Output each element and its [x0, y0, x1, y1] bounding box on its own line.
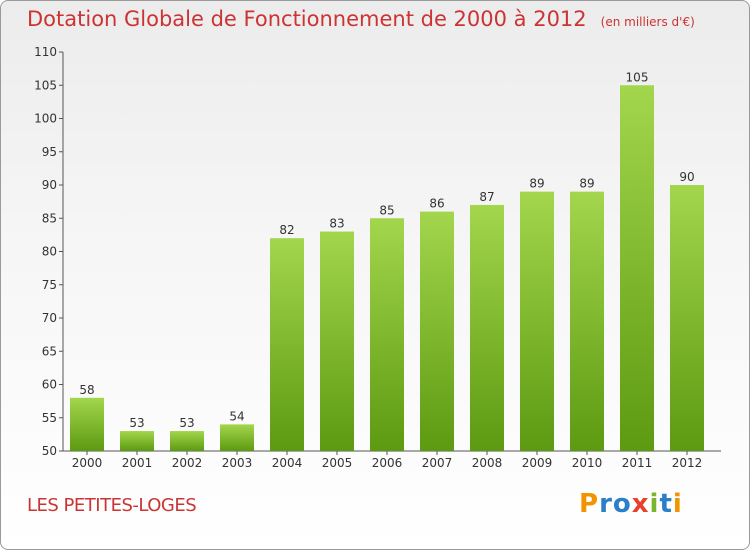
x-tick-label: 2008	[472, 456, 503, 470]
y-tick-label: 105	[34, 78, 57, 92]
bar	[570, 191, 604, 451]
bar-value-label: 58	[79, 383, 94, 397]
bar	[520, 191, 554, 451]
chart-title: Dotation Globale de Fonctionnement de 20…	[27, 7, 695, 31]
bar-value-label: 105	[626, 70, 649, 84]
bar	[620, 85, 654, 451]
logo-letter: i	[672, 489, 683, 519]
y-tick-label: 95	[42, 145, 57, 159]
x-tick-label: 2009	[522, 456, 553, 470]
x-tick-label: 2005	[322, 456, 353, 470]
bar	[170, 431, 204, 451]
bar-value-label: 89	[579, 177, 594, 191]
bar	[420, 211, 454, 451]
y-tick-label: 75	[42, 278, 57, 292]
y-tick-label: 90	[42, 178, 57, 192]
y-tick-label: 85	[42, 211, 57, 225]
x-tick-label: 2010	[572, 456, 603, 470]
logo-letter: r	[599, 489, 613, 519]
bar	[370, 218, 404, 451]
chart-units: (en milliers d'€)	[600, 15, 695, 29]
x-tick-label: 2011	[622, 456, 653, 470]
proxiti-logo: Proxiti	[579, 489, 683, 519]
logo-letter: P	[579, 489, 600, 519]
bar	[270, 238, 304, 451]
x-tick-label: 2002	[172, 456, 203, 470]
logo-letter: o	[612, 489, 632, 519]
y-tick-label: 70	[42, 311, 57, 325]
logo-letter: x	[631, 489, 650, 519]
y-tick-label: 110	[34, 45, 57, 59]
x-tick-label: 2001	[122, 456, 153, 470]
bar-value-label: 82	[279, 223, 294, 237]
y-tick-label: 100	[34, 112, 57, 126]
place-name: LES PETITES-LOGES	[27, 495, 197, 516]
x-tick-label: 2006	[372, 456, 403, 470]
x-tick-label: 2012	[672, 456, 703, 470]
bar-value-label: 53	[129, 416, 144, 430]
y-tick-label: 55	[42, 411, 57, 425]
bar-value-label: 90	[679, 170, 694, 184]
bar-value-label: 86	[429, 197, 444, 211]
bar	[220, 424, 254, 451]
bar	[70, 397, 104, 451]
y-tick-label: 50	[42, 444, 57, 458]
bar-value-label: 54	[229, 409, 244, 423]
y-tick-label: 60	[42, 378, 57, 392]
bar-value-label: 53	[179, 416, 194, 430]
bar	[320, 231, 354, 451]
bar-value-label: 85	[379, 203, 394, 217]
x-tick-label: 2007	[422, 456, 453, 470]
y-tick-label: 65	[42, 344, 57, 358]
x-tick-label: 2004	[272, 456, 303, 470]
bar	[670, 185, 704, 451]
logo-letter: i	[649, 489, 660, 519]
x-tick-label: 2000	[72, 456, 103, 470]
logo-letter: t	[659, 489, 673, 519]
chart-title-text: Dotation Globale de Fonctionnement de 20…	[27, 7, 587, 31]
bar-value-label: 89	[529, 177, 544, 191]
x-tick-label: 2003	[222, 456, 253, 470]
bar-value-label: 83	[329, 217, 344, 231]
bar-value-label: 87	[479, 190, 494, 204]
bar	[120, 431, 154, 451]
bar	[470, 204, 504, 451]
y-tick-label: 80	[42, 245, 57, 259]
